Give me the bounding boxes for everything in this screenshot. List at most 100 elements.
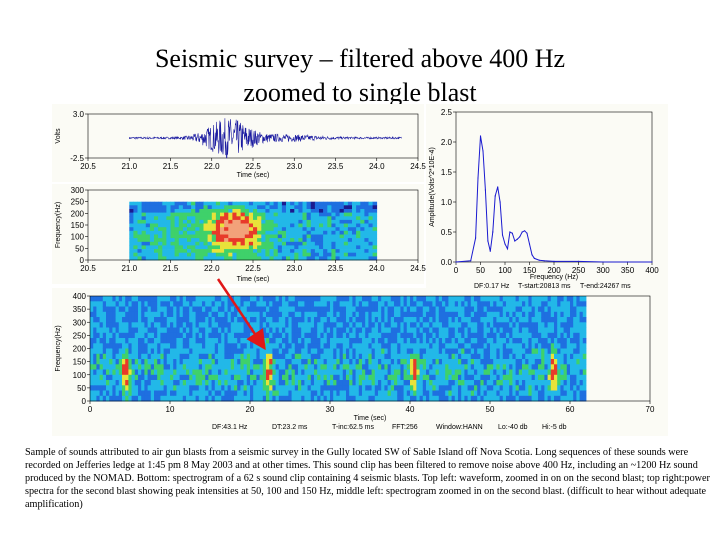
spectrogram-cell [298, 209, 303, 213]
spectrogram-cell [118, 380, 123, 386]
spectrogram-cell [182, 390, 187, 397]
spectrogram-cell [150, 348, 155, 355]
spectrogram-cell [326, 353, 331, 360]
spectrogram-cell [458, 301, 462, 307]
spectrogram-cell [531, 338, 536, 344]
spectrogram-cell [554, 296, 558, 302]
spectrogram-cell [138, 338, 142, 344]
spectrogram-cell [550, 327, 555, 334]
spectrogram-cell [374, 364, 379, 370]
spectrogram-cell [518, 348, 523, 355]
spectrogram-cell [286, 223, 291, 228]
spectrogram-cell [352, 317, 356, 323]
spectrogram-cell [259, 317, 264, 323]
spectrogram-cell [224, 380, 228, 386]
spectrogram-cell [262, 338, 267, 344]
spectrogram-cell [145, 205, 151, 210]
spectrogram-cell [128, 301, 132, 307]
spectrogram-cell [442, 332, 446, 339]
spectrogram-cell [349, 348, 353, 355]
spectrogram-cell [272, 385, 276, 391]
spectrogram-cell [502, 306, 507, 313]
spectrogram-cell [266, 353, 270, 360]
spectrogram-cell [566, 385, 571, 391]
spectrogram-cell [215, 234, 221, 239]
spectrogram-cell [458, 390, 462, 397]
spectrogram-cell [365, 390, 369, 397]
spectrogram-cell [480, 338, 484, 344]
spectrogram-cell [372, 245, 378, 250]
spectrogram-cell [314, 219, 320, 224]
spectrogram-cell [277, 216, 283, 221]
spectrogram-cell [176, 374, 180, 381]
spectrogram-cell [149, 205, 155, 210]
spectrogram-cell [368, 223, 373, 228]
spectrogram-cell [522, 306, 526, 313]
spectrogram-cell [102, 395, 107, 402]
spectrogram-cell [265, 249, 270, 254]
spectrogram-cell [400, 364, 404, 370]
x-tick-label: 22.0 [204, 162, 220, 171]
spectrogram-cell [109, 385, 113, 391]
spectrogram-cell [323, 212, 328, 217]
spectrogram-cell [384, 338, 388, 344]
spectrogram-cell [179, 311, 184, 318]
spectrogram-cell [426, 390, 430, 397]
zoom-spectrogram-panel: 20.5 21.0 21.5 22.0 22.5 23.0 23.5 24.0 24.5 300 2… [52, 184, 426, 284]
spectrogram-cell [257, 252, 262, 257]
spectrogram-cell [182, 317, 187, 323]
spectrogram-cell [198, 322, 203, 328]
spectrogram-cell [272, 306, 276, 313]
spectrogram-cell [125, 390, 129, 397]
spectrogram-cell [525, 301, 529, 307]
spectrogram-cell [137, 227, 142, 232]
spectrogram-cell [343, 209, 349, 213]
spectrogram-cell [464, 364, 468, 370]
spectrogram-cell [259, 364, 264, 370]
spectrogram-cell [256, 311, 260, 318]
spectrogram-cell [170, 227, 175, 232]
spectrogram-cell [550, 390, 555, 397]
spectrogram-cell [356, 230, 361, 235]
spectrogram-cell [557, 380, 561, 386]
spectrogram-cell [528, 332, 532, 339]
spectrogram-cell [319, 256, 324, 261]
spectrogram-cell [248, 212, 254, 217]
spectrogram-cell [390, 374, 395, 381]
spectrogram-cell [134, 322, 139, 328]
spectrogram-cell [227, 380, 232, 386]
spectrogram-cell [203, 256, 208, 261]
spectrogram-cell [438, 322, 443, 328]
spectrogram-cell [306, 227, 312, 232]
spectrogram-cell [445, 311, 449, 318]
spectrogram-cell [141, 223, 147, 228]
spectrogram-cell [541, 327, 545, 334]
spectrogram-cell [282, 359, 286, 365]
spectrogram-cell [250, 353, 254, 360]
spectrogram-cell [525, 306, 529, 313]
spectrogram-cell [342, 343, 347, 349]
spectrogram-cell [112, 390, 116, 397]
spectrogram-cell [576, 322, 580, 328]
spectrogram-cell [522, 317, 526, 323]
spectrogram-cell [320, 390, 324, 397]
spectrogram-cell [349, 301, 353, 307]
spectrogram-cell [573, 380, 577, 386]
spectrogram-cell [186, 369, 190, 376]
spectrogram-cell [227, 327, 232, 334]
spectrogram-cell [358, 306, 363, 313]
spectrogram-cell [506, 343, 510, 349]
spectrogram-cell [173, 296, 177, 302]
spectrogram-cell [352, 249, 357, 254]
spectrogram-cell [285, 338, 289, 344]
spectrogram-cell [144, 327, 148, 334]
spectrogram-cell [339, 241, 345, 246]
spectrogram-cell [371, 380, 376, 386]
spectrogram-footer-text: FFT:256 [392, 424, 418, 431]
spectrogram-cell [483, 327, 488, 334]
spectrogram-cell [150, 374, 155, 381]
spectrogram-cell [342, 338, 347, 344]
spectrogram-cell [179, 332, 184, 339]
spectrogram-cell [154, 317, 158, 323]
spectrogram-cell [509, 317, 513, 323]
